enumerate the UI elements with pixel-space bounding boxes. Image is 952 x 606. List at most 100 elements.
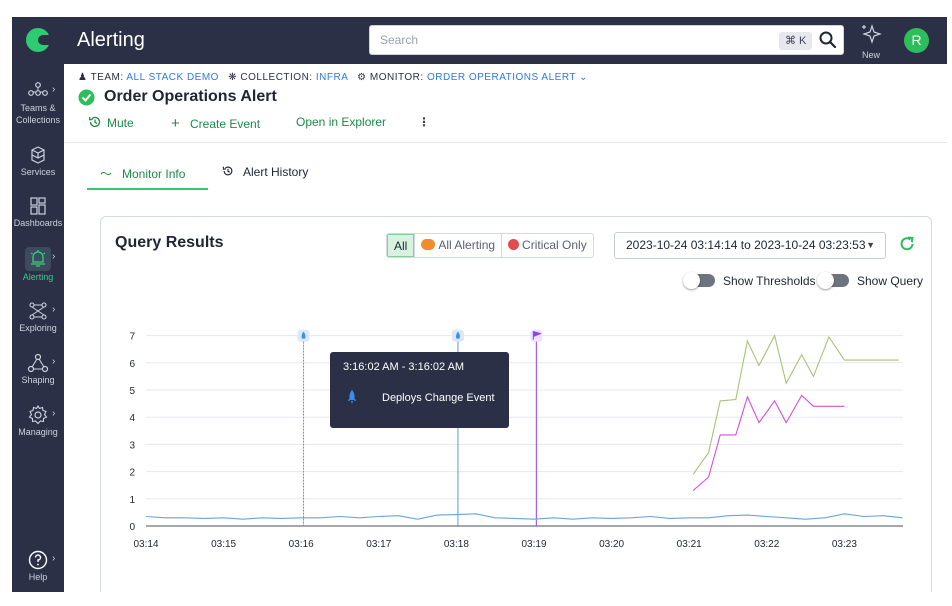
tab-label: Monitor Info (122, 167, 186, 181)
new-label: New (861, 50, 880, 60)
show-query-toggle[interactable]: Show Query (817, 272, 924, 290)
logo-icon[interactable] (26, 28, 50, 52)
open-explorer-link[interactable]: Open in Explorer (296, 115, 387, 129)
toggle-label: Show Query (857, 274, 924, 288)
app-window: Alerting ⌘ K New R (12, 17, 947, 592)
x-tick-label: 03:23 (832, 539, 857, 550)
sidebar-item-label: Services (20, 167, 56, 177)
mute-label: Mute (107, 116, 134, 130)
breadcrumb-monitor-key: MONITOR: (369, 72, 424, 83)
severity-filter: All All Alerting Critical Only (386, 233, 594, 258)
filter-label: All Alerting (438, 238, 496, 252)
history-icon (88, 116, 101, 128)
filter-critical-only-button[interactable]: Critical Only (501, 234, 593, 257)
sidebar-item-label: Help (28, 572, 48, 582)
sidebar-item-label: Teams & (20, 103, 56, 113)
avatar[interactable]: R (904, 28, 929, 53)
y-tick-label: 5 (129, 386, 135, 397)
chevron-down-icon[interactable]: ⌄ (579, 72, 588, 83)
more-options-icon[interactable]: ⋮ (418, 115, 430, 129)
help-icon (28, 550, 48, 570)
y-tick-label: 7 (129, 332, 135, 343)
sidebar-item-alerting[interactable]: › Alerting (12, 247, 64, 283)
card-title: Query Results (115, 234, 224, 251)
plus-icon: + (171, 115, 180, 132)
x-tick-label: 03:17 (366, 539, 391, 550)
sidebar-item-label: Alerting (22, 272, 54, 282)
tooltip-time: 3:16:02 AM - 3:16:02 AM (343, 361, 465, 373)
collection-icon: ❋ (228, 72, 238, 83)
x-tick-label: 03:18 (444, 539, 469, 550)
time-range-value: 2023-10-24 03:14:14 to 2023-10-24 03:23:… (626, 238, 866, 252)
breadcrumb-monitor-link[interactable]: ORDER OPERATIONS ALERT (426, 72, 576, 83)
x-tick-label: 03:14 (133, 539, 158, 550)
search-icon[interactable] (818, 30, 838, 50)
y-tick-label: 4 (129, 413, 135, 424)
sidebar-item-label: Exploring (19, 323, 57, 333)
active-indicator (25, 247, 51, 271)
toggle-switch[interactable] (817, 272, 849, 289)
tab-alert-history[interactable]: Alert History (222, 165, 308, 179)
sidebar-item-label: Collections (15, 115, 61, 125)
sidebar-item-managing[interactable]: › Managing (12, 404, 64, 438)
x-tick-label: 03:21 (677, 539, 702, 550)
sidebar-item-dashboards[interactable]: Dashboards (12, 195, 64, 229)
caret-down-icon: ▼ (866, 240, 875, 250)
search-box[interactable]: ⌘ K (369, 25, 844, 55)
top-bar: Alerting ⌘ K New R (12, 17, 947, 64)
breadcrumb-collection-key: COLLECTION: (240, 72, 313, 83)
search-input[interactable] (370, 26, 750, 54)
chevron-right-icon: › (52, 356, 56, 367)
sidebar-item-teams[interactable]: › Teams & Collections (12, 80, 64, 126)
tab-label: Alert History (243, 165, 309, 179)
shaping-icon (27, 353, 49, 373)
query-results-card: Query Results All All Alerting Critical … (100, 216, 932, 592)
refresh-icon[interactable] (898, 235, 916, 253)
chevron-right-icon: › (52, 553, 56, 564)
filter-all-button[interactable]: All (387, 234, 415, 257)
x-tick-label: 03:22 (754, 539, 779, 550)
toggle-switch[interactable] (683, 272, 715, 289)
sparkle-icon (862, 24, 882, 44)
filter-all-alerting-button[interactable]: All Alerting (414, 234, 501, 257)
rocket-glyph (456, 331, 460, 339)
breadcrumb-team-link[interactable]: ALL STACK DEMO (126, 72, 219, 83)
check-circle-icon (78, 89, 95, 106)
team-icon: ♟ (78, 72, 88, 83)
tab-monitor-info[interactable]: 〜 Monitor Info (100, 165, 185, 182)
y-tick-label: 3 (129, 440, 135, 451)
monitor-icon: ⚙ (357, 72, 367, 83)
show-thresholds-toggle[interactable]: Show Thresholds (683, 272, 816, 290)
grid-icon (30, 197, 46, 215)
sidebar-item-label: Managing (18, 427, 58, 437)
sidebar-item-help[interactable]: › Help (12, 549, 64, 583)
chevron-right-icon: › (52, 408, 56, 419)
sidebar-item-shaping[interactable]: › Shaping (12, 352, 64, 386)
breadcrumb: ♟ TEAM: ALL STACK DEMO ❋ COLLECTION: INF… (78, 72, 588, 83)
x-tick-label: 03:15 (211, 539, 236, 550)
x-tick-label: 03:16 (289, 539, 314, 550)
line-chart: 0 1 2 3 4 5 6 7 03:14 03:15 03:16 03:17 03:18 03:19 03… (129, 329, 903, 550)
breadcrumb-collection-link[interactable]: INFRA (315, 72, 348, 83)
sidebar-item-label: Dashboards (13, 218, 63, 228)
toggle-label: Show Thresholds (723, 274, 816, 288)
critical-icon (508, 239, 520, 250)
filter-label: Critical Only (522, 238, 587, 252)
sidebar-item-services[interactable]: Services (12, 144, 64, 178)
bell-icon (30, 250, 46, 267)
new-button[interactable]: New (860, 23, 882, 60)
create-event-button[interactable]: + Create Event (171, 115, 260, 132)
sidebar-item-label: Shaping (21, 375, 55, 385)
app-title: Alerting (77, 29, 145, 51)
sidebar-item-exploring[interactable]: › Exploring (12, 300, 64, 334)
chevron-right-icon: › (52, 84, 56, 95)
page-title: Order Operations Alert (104, 88, 277, 105)
series-line-0 (145, 513, 903, 520)
history-icon (222, 166, 233, 176)
time-range-select[interactable]: 2023-10-24 03:14:14 to 2023-10-24 03:23:… (614, 232, 886, 259)
mute-button[interactable]: Mute (88, 115, 134, 130)
tooltip-event: Deploys Change Event (382, 392, 495, 404)
shortcut-badge: ⌘ K (779, 32, 813, 50)
cube-icon (31, 146, 45, 164)
active-tab-indicator (87, 188, 208, 190)
